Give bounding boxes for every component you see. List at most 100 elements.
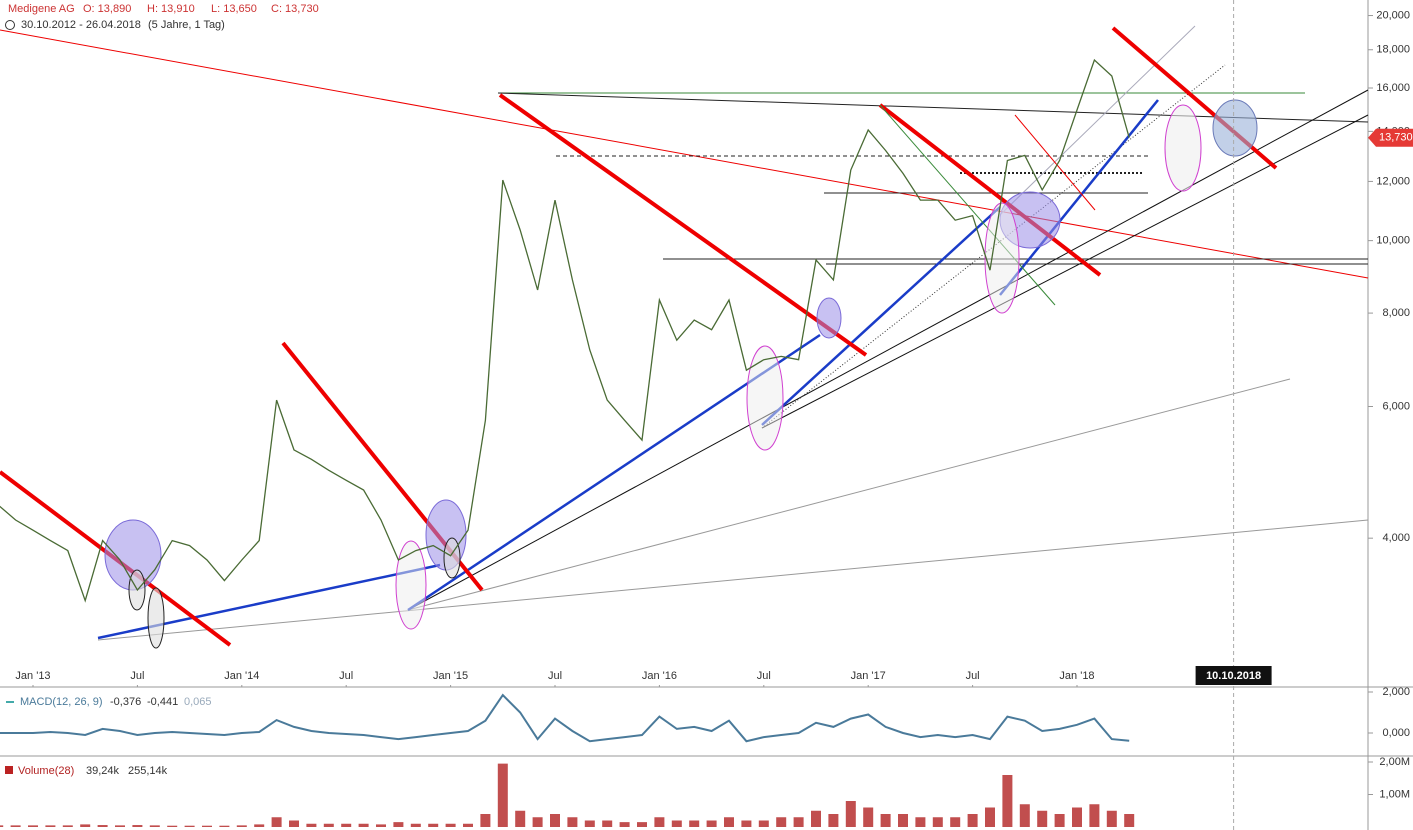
x-tick-label: Jul [339, 670, 353, 682]
volume-bar [654, 817, 665, 827]
x-tick-label: Jan '15 [433, 670, 468, 682]
period: (5 Jahre, 1 Tag) [148, 19, 225, 31]
volume-bar [1089, 804, 1100, 827]
volume-bar [671, 820, 682, 827]
volume-bar [45, 825, 56, 827]
ellipse [395, 540, 427, 630]
volume-bar [1054, 814, 1065, 827]
volume-bar [0, 825, 4, 827]
date-range: 30.10.2012 - 26.04.2018 [21, 19, 141, 31]
volume-bar [480, 814, 491, 827]
volume-bar [584, 820, 595, 827]
volume-bar [1124, 814, 1135, 827]
clock-icon [5, 20, 15, 30]
x-tick-label: Jul [966, 670, 980, 682]
ohlc: C: 13,730 [271, 3, 319, 15]
ellipse [816, 297, 842, 339]
volume-bar [793, 817, 804, 827]
trend-line [999, 99, 1159, 296]
trend-line [0, 29, 1369, 279]
last-price-box [1368, 128, 1413, 147]
volume-bar [202, 825, 212, 827]
volume-bar [463, 823, 473, 827]
volume-bar [828, 814, 839, 827]
volume-bar [619, 822, 630, 827]
ellipse [1164, 104, 1202, 192]
volume-bar [567, 817, 578, 827]
volume-bar [28, 825, 38, 827]
volume-bar [341, 823, 352, 827]
x-tick-label: Jul [130, 670, 144, 682]
ohlc: L: 13,650 [211, 3, 257, 15]
volume-bar [428, 823, 439, 827]
y-tick-label: 6,000 [1382, 400, 1410, 412]
y-tick-label: 16,000 [1376, 82, 1410, 94]
volume-bar [741, 820, 752, 827]
macd-readout: -0,376 [110, 696, 141, 708]
volume-bar [932, 817, 943, 827]
y-tick-label: 8,000 [1382, 307, 1410, 319]
cursor-box [1195, 666, 1272, 685]
trend-line [878, 103, 1102, 277]
ohlc: O: 13,890 [83, 3, 131, 15]
x-tick-label: Jan '14 [224, 670, 259, 682]
ellipse [147, 587, 165, 649]
x-tick-label: Jul [757, 670, 771, 682]
y-tick-label: 12,000 [1376, 175, 1410, 187]
x-tick-label: Jan '16 [642, 670, 677, 682]
ellipse [443, 537, 461, 579]
volume-bar [132, 825, 143, 827]
volume-readout: 255,14k [128, 765, 168, 777]
x-tick-label: Jan '18 [1059, 670, 1094, 682]
volume-bar [1037, 810, 1048, 827]
volume-bar [532, 817, 543, 827]
y-tick-label: 1,00M [1379, 788, 1410, 800]
ellipse [984, 202, 1020, 314]
volume-bar [811, 810, 821, 827]
volume-bar [10, 825, 21, 827]
volume-bar [306, 823, 317, 827]
volume-bar [1072, 807, 1082, 827]
volume-bar [1019, 804, 1030, 827]
volume-readout: 39,24k [86, 765, 120, 777]
volume-bar [515, 810, 526, 827]
volume-bar [1106, 810, 1117, 827]
volume-bar [323, 823, 334, 827]
volume-bar [950, 817, 961, 827]
macd-readout: 0,065 [184, 696, 212, 708]
y-tick-label: 2,000 [1382, 686, 1410, 698]
y-tick-label: 0,000 [1382, 727, 1410, 739]
volume-bar [254, 824, 265, 827]
x-tick-label: Jul [548, 670, 562, 682]
price-line [0, 58, 1130, 603]
trend-line [879, 104, 1056, 306]
volume-bar [550, 814, 560, 827]
volume-bar [376, 824, 386, 827]
volume-bar [497, 763, 508, 827]
volume-bar [776, 817, 787, 827]
volume-bar [637, 822, 647, 827]
volume-bar [706, 820, 717, 827]
volume-bar [97, 825, 108, 827]
trend-line [97, 519, 1369, 641]
trend-line [407, 378, 1291, 611]
volume-bar [393, 822, 404, 827]
trend-line [999, 25, 1196, 216]
y-tick-label: 2,00M [1379, 756, 1410, 768]
trend-line [407, 89, 1369, 611]
ellipse [746, 345, 784, 451]
trend-line [1014, 114, 1096, 211]
macd-readout: -0,441 [147, 696, 178, 708]
volume-bar [167, 825, 178, 827]
y-tick-label: 20,000 [1376, 9, 1410, 21]
volume-bar [915, 817, 926, 827]
x-tick-label: Jan '13 [15, 670, 50, 682]
legend-swatch [5, 766, 13, 774]
volume-bar [845, 801, 856, 827]
volume-bar [236, 825, 247, 827]
volume-bar [863, 807, 874, 827]
cursor-label: 10.10.2018 [1206, 670, 1261, 682]
y-tick-label: 10,000 [1376, 235, 1410, 247]
